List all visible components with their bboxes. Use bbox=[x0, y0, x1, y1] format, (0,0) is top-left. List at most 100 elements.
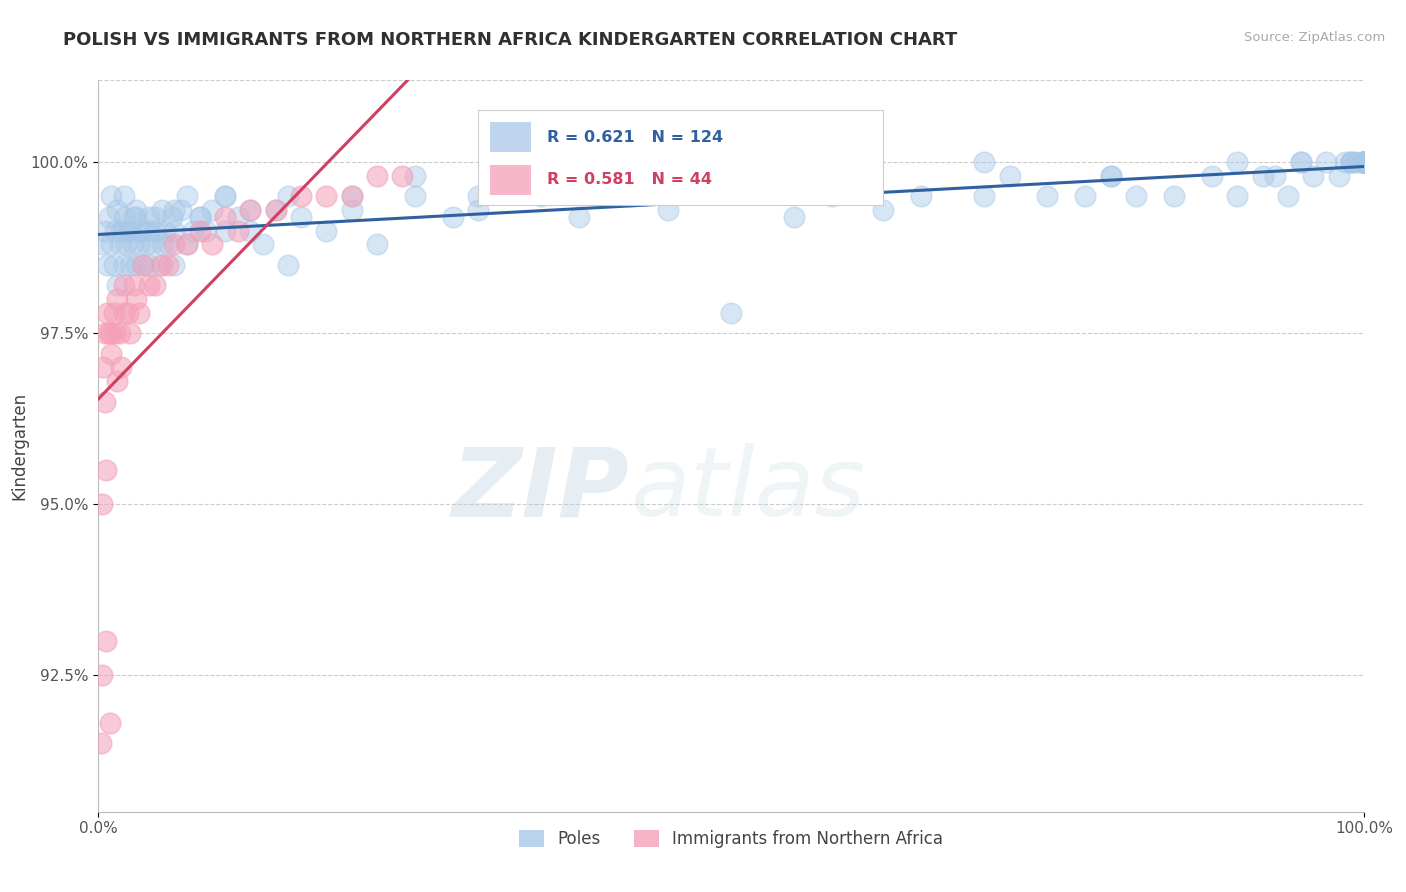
Point bbox=[183, 224, 205, 238]
Point bbox=[188, 210, 211, 224]
Point bbox=[239, 203, 262, 218]
Point bbox=[1327, 169, 1350, 183]
Point bbox=[1302, 169, 1324, 183]
Point bbox=[593, 189, 616, 203]
Point bbox=[138, 210, 160, 224]
Point bbox=[1353, 155, 1375, 169]
Point bbox=[467, 203, 489, 218]
Point bbox=[1347, 155, 1369, 169]
Point bbox=[176, 237, 198, 252]
Point bbox=[226, 210, 249, 224]
Point bbox=[122, 210, 145, 224]
Point bbox=[340, 189, 363, 203]
Point bbox=[239, 203, 262, 218]
Point bbox=[998, 169, 1021, 183]
Point bbox=[115, 237, 138, 252]
Point bbox=[110, 224, 132, 238]
Point bbox=[214, 210, 236, 224]
Point bbox=[155, 224, 177, 238]
Point bbox=[125, 292, 148, 306]
Point bbox=[112, 306, 135, 320]
Point bbox=[973, 189, 995, 203]
Point bbox=[1353, 155, 1375, 169]
Point bbox=[264, 203, 287, 218]
Point bbox=[132, 224, 155, 238]
Point bbox=[163, 224, 186, 238]
Point bbox=[1353, 155, 1375, 169]
Legend: Poles, Immigrants from Northern Africa: Poles, Immigrants from Northern Africa bbox=[512, 823, 950, 855]
Point bbox=[93, 224, 117, 238]
Point bbox=[264, 203, 287, 218]
Point bbox=[107, 374, 129, 388]
Point bbox=[1125, 189, 1147, 203]
Point bbox=[128, 306, 150, 320]
Point bbox=[93, 394, 117, 409]
Point bbox=[129, 224, 152, 238]
Point bbox=[1074, 189, 1097, 203]
Point bbox=[104, 224, 127, 238]
Point bbox=[214, 224, 236, 238]
Point bbox=[94, 633, 117, 648]
Point bbox=[366, 237, 388, 252]
Point bbox=[290, 189, 312, 203]
Y-axis label: Kindergarten: Kindergarten bbox=[11, 392, 28, 500]
Point bbox=[1353, 155, 1375, 169]
Point bbox=[1289, 155, 1312, 169]
Point bbox=[530, 169, 553, 183]
Point bbox=[94, 463, 117, 477]
Point bbox=[366, 169, 388, 183]
Point bbox=[1226, 189, 1249, 203]
Point bbox=[96, 258, 118, 272]
Point bbox=[91, 497, 114, 511]
Text: ZIP: ZIP bbox=[451, 443, 630, 536]
Point bbox=[910, 189, 932, 203]
Point bbox=[214, 189, 236, 203]
Point bbox=[201, 203, 224, 218]
Point bbox=[720, 169, 742, 183]
Point bbox=[188, 210, 211, 224]
Point bbox=[132, 258, 155, 272]
Point bbox=[100, 347, 122, 361]
Point bbox=[1201, 169, 1223, 183]
Point bbox=[277, 258, 299, 272]
Point bbox=[1353, 155, 1375, 169]
Point bbox=[1353, 155, 1375, 169]
Point bbox=[128, 237, 150, 252]
Point bbox=[163, 237, 186, 252]
Point bbox=[1333, 155, 1355, 169]
Point bbox=[1099, 169, 1122, 183]
Point bbox=[1353, 155, 1375, 169]
Point bbox=[404, 189, 426, 203]
Point bbox=[1340, 155, 1362, 169]
Point bbox=[150, 258, 173, 272]
Point bbox=[138, 278, 160, 293]
Point bbox=[252, 237, 274, 252]
Point bbox=[107, 203, 129, 218]
Point bbox=[1353, 155, 1375, 169]
Point bbox=[91, 237, 114, 252]
Point bbox=[163, 258, 186, 272]
Point bbox=[135, 237, 157, 252]
Point bbox=[122, 278, 145, 293]
Point bbox=[188, 224, 211, 238]
Point bbox=[98, 715, 121, 730]
Point bbox=[391, 169, 413, 183]
Point bbox=[141, 237, 163, 252]
Point bbox=[96, 306, 118, 320]
Point bbox=[1340, 155, 1362, 169]
Point bbox=[100, 326, 122, 341]
Point bbox=[340, 189, 363, 203]
Point bbox=[112, 278, 135, 293]
Point bbox=[530, 189, 553, 203]
Point bbox=[1353, 155, 1375, 169]
Point bbox=[138, 224, 160, 238]
Point bbox=[239, 224, 262, 238]
Point bbox=[117, 306, 139, 320]
Point bbox=[108, 237, 131, 252]
Point bbox=[201, 237, 224, 252]
Point bbox=[112, 224, 135, 238]
Point bbox=[148, 258, 170, 272]
Point bbox=[150, 237, 173, 252]
Point bbox=[163, 203, 186, 218]
Point bbox=[277, 189, 299, 203]
